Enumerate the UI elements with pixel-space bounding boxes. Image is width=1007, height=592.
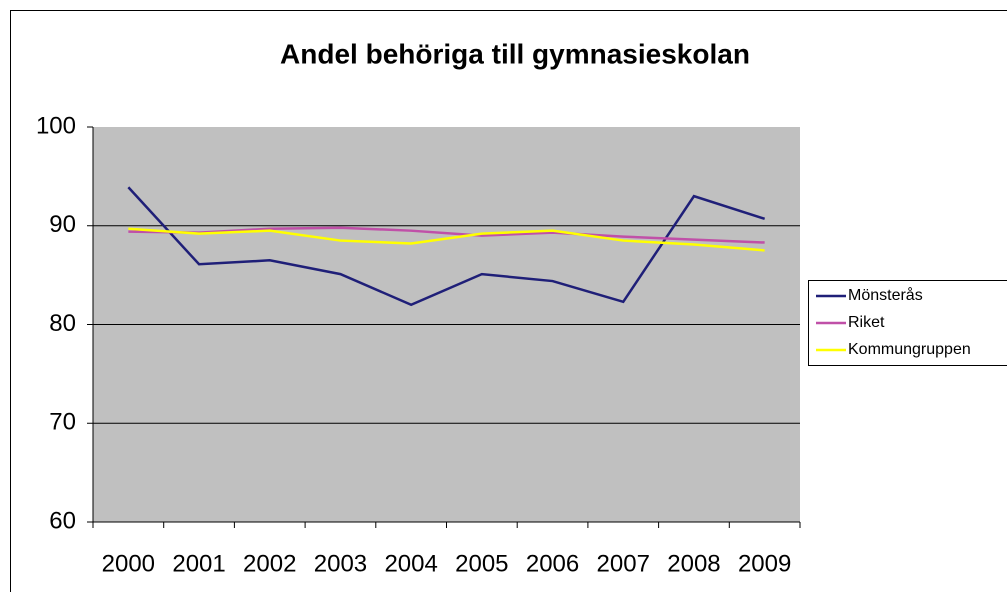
- legend-label: Kommungruppen: [848, 341, 971, 358]
- x-tick-label: 2008: [667, 550, 720, 577]
- y-tick-label: 100: [36, 112, 76, 139]
- y-tick-label: 70: [49, 409, 76, 436]
- x-tick-label: 2009: [738, 550, 791, 577]
- y-tick-label: 90: [49, 211, 76, 238]
- x-tick-label: 2003: [314, 550, 367, 577]
- legend-label: Mönsterås: [848, 286, 923, 304]
- y-tick-label: 60: [49, 507, 76, 534]
- y-tick-label: 80: [49, 310, 76, 337]
- series-line: [127, 186, 766, 307]
- series-line: [128, 227, 765, 252]
- series-line: [128, 226, 765, 244]
- x-tick-label: 2006: [526, 550, 579, 577]
- legend-label: Riket: [848, 314, 885, 331]
- chart-title: Andel behöriga till gymnasieskolan: [280, 38, 750, 69]
- x-tick-label: 2005: [455, 550, 508, 577]
- x-tick-label: 2001: [172, 550, 225, 577]
- x-tick-label: 2002: [243, 550, 296, 577]
- x-tick-label: 2004: [384, 550, 437, 577]
- x-tick-label: 2007: [597, 550, 650, 577]
- x-tick-label: 2000: [102, 550, 155, 577]
